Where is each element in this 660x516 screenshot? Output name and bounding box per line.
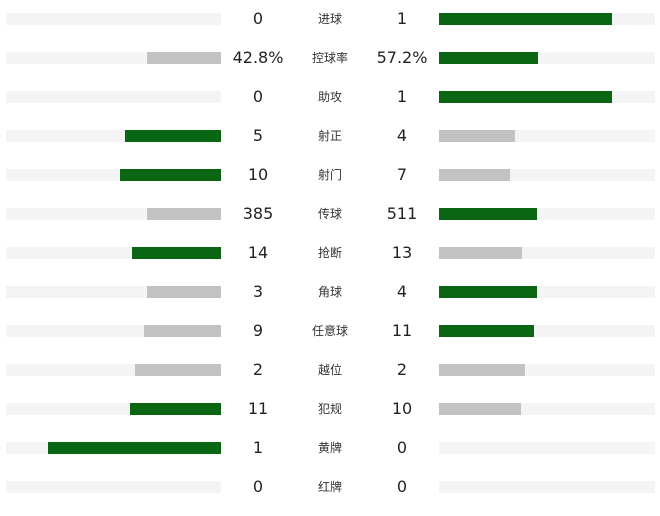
stat-row: 5 射正 4: [0, 117, 660, 156]
home-bar: [125, 130, 221, 142]
away-value: 10: [391, 399, 413, 418]
away-value: 57.2%: [376, 48, 428, 67]
stat-label: 角球: [317, 285, 342, 299]
away-value: 1: [396, 87, 408, 106]
stat-label: 控球率: [311, 51, 348, 65]
away-value: 0: [396, 477, 408, 496]
home-value: 0: [252, 477, 264, 496]
away-bar-track: [439, 130, 655, 142]
home-value: 42.8%: [232, 48, 284, 67]
away-bar-track: [439, 13, 655, 25]
home-bar-track: [6, 52, 221, 64]
away-bar-track: [439, 52, 655, 64]
home-value: 1: [252, 438, 264, 457]
away-bar-track: [439, 208, 655, 220]
stat-label: 传球: [317, 207, 342, 221]
home-value: 5: [252, 126, 264, 145]
stat-label: 射门: [317, 168, 342, 182]
away-value: 1: [396, 9, 408, 28]
home-bar: [130, 403, 221, 415]
home-bar-track: [6, 403, 221, 415]
home-bar: [48, 442, 221, 454]
home-bar-track: [6, 286, 221, 298]
away-bar: [439, 208, 537, 220]
home-bar: [147, 286, 221, 298]
home-bar-track: [6, 481, 221, 493]
stat-row: 14 抢断 13: [0, 234, 660, 273]
home-value: 0: [252, 9, 264, 28]
home-bar-track: [6, 208, 221, 220]
away-bar: [439, 403, 521, 415]
home-value: 2: [252, 360, 264, 379]
away-value: 0: [396, 438, 408, 457]
away-bar-track: [439, 91, 655, 103]
home-value: 11: [247, 399, 269, 418]
stat-row: 9 任意球 11: [0, 312, 660, 351]
stat-row: 10 射门 7: [0, 156, 660, 195]
stat-row: 0 助攻 1: [0, 78, 660, 117]
home-bar-track: [6, 247, 221, 259]
away-bar-track: [439, 403, 655, 415]
away-bar: [439, 13, 612, 25]
stat-row: 11 犯规 10: [0, 390, 660, 429]
stat-label: 黄牌: [317, 441, 342, 455]
away-bar: [439, 91, 612, 103]
away-bar: [439, 325, 534, 337]
away-bar: [439, 247, 522, 259]
stat-label: 助攻: [317, 90, 342, 104]
home-bar-track: [6, 325, 221, 337]
stat-label: 射正: [317, 129, 342, 143]
home-bar-track: [6, 13, 221, 25]
stat-row: 42.8% 控球率 57.2%: [0, 39, 660, 78]
away-value: 13: [391, 243, 413, 262]
away-bar: [439, 169, 510, 181]
away-bar-track: [439, 442, 655, 454]
stat-row: 0 进球 1: [0, 0, 660, 39]
away-value: 11: [391, 321, 413, 340]
stat-label: 抢断: [317, 246, 342, 260]
stat-row: 385 传球 511: [0, 195, 660, 234]
home-bar-track: [6, 130, 221, 142]
stat-label: 越位: [317, 363, 342, 377]
stat-label: 犯规: [317, 402, 342, 416]
home-bar-track: [6, 442, 221, 454]
away-value: 511: [386, 204, 418, 223]
stat-row: 0 红牌 0: [0, 468, 660, 507]
away-bar: [439, 52, 538, 64]
stat-row: 2 越位 2: [0, 351, 660, 390]
home-value: 0: [252, 87, 264, 106]
home-bar: [120, 169, 221, 181]
away-bar-track: [439, 247, 655, 259]
stat-row: 1 黄牌 0: [0, 429, 660, 468]
away-value: 4: [396, 126, 408, 145]
home-value: 14: [247, 243, 269, 262]
home-bar-track: [6, 364, 221, 376]
home-value: 3: [252, 282, 264, 301]
stat-label: 任意球: [311, 324, 348, 338]
home-value: 9: [252, 321, 264, 340]
home-bar: [147, 208, 221, 220]
stat-label: 红牌: [317, 480, 342, 494]
away-bar: [439, 130, 515, 142]
home-value: 10: [247, 165, 269, 184]
away-bar-track: [439, 169, 655, 181]
away-bar: [439, 286, 537, 298]
away-value: 7: [396, 165, 408, 184]
stat-label: 进球: [317, 12, 342, 26]
away-bar-track: [439, 286, 655, 298]
away-value: 4: [396, 282, 408, 301]
home-bar: [135, 364, 221, 376]
away-value: 2: [396, 360, 408, 379]
home-bar: [147, 52, 221, 64]
home-bar-track: [6, 91, 221, 103]
home-value: 385: [242, 204, 274, 223]
home-bar-track: [6, 169, 221, 181]
stat-row: 3 角球 4: [0, 273, 660, 312]
away-bar-track: [439, 481, 655, 493]
home-bar: [144, 325, 221, 337]
away-bar-track: [439, 325, 655, 337]
away-bar: [439, 364, 525, 376]
home-bar: [132, 247, 221, 259]
away-bar-track: [439, 364, 655, 376]
